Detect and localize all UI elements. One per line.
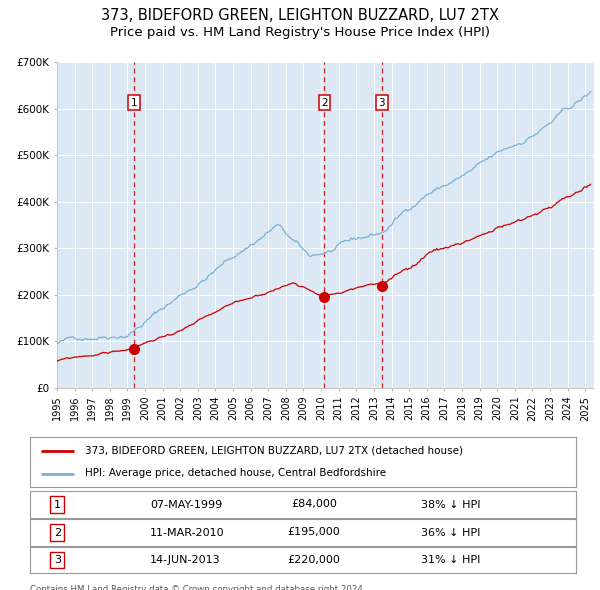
Text: Contains HM Land Registry data © Crown copyright and database right 2024.
This d: Contains HM Land Registry data © Crown c… <box>30 585 365 590</box>
Text: 3: 3 <box>379 98 385 108</box>
Text: 1: 1 <box>54 500 61 510</box>
Text: 11-MAR-2010: 11-MAR-2010 <box>150 527 225 537</box>
Text: HPI: Average price, detached house, Central Bedfordshire: HPI: Average price, detached house, Cent… <box>85 468 386 478</box>
Text: 36% ↓ HPI: 36% ↓ HPI <box>421 527 480 537</box>
Text: 38% ↓ HPI: 38% ↓ HPI <box>421 500 480 510</box>
Text: 2: 2 <box>54 527 61 537</box>
Text: 07-MAY-1999: 07-MAY-1999 <box>150 500 223 510</box>
Text: 1: 1 <box>131 98 137 108</box>
Text: 14-JUN-2013: 14-JUN-2013 <box>150 555 221 565</box>
Text: 31% ↓ HPI: 31% ↓ HPI <box>421 555 480 565</box>
Text: £195,000: £195,000 <box>287 527 340 537</box>
Text: 373, BIDEFORD GREEN, LEIGHTON BUZZARD, LU7 2TX: 373, BIDEFORD GREEN, LEIGHTON BUZZARD, L… <box>101 8 499 23</box>
Text: 3: 3 <box>54 555 61 565</box>
Text: 2: 2 <box>321 98 328 108</box>
Text: £220,000: £220,000 <box>287 555 340 565</box>
Text: Price paid vs. HM Land Registry's House Price Index (HPI): Price paid vs. HM Land Registry's House … <box>110 26 490 39</box>
Text: 373, BIDEFORD GREEN, LEIGHTON BUZZARD, LU7 2TX (detached house): 373, BIDEFORD GREEN, LEIGHTON BUZZARD, L… <box>85 445 463 455</box>
Text: £84,000: £84,000 <box>291 500 337 510</box>
